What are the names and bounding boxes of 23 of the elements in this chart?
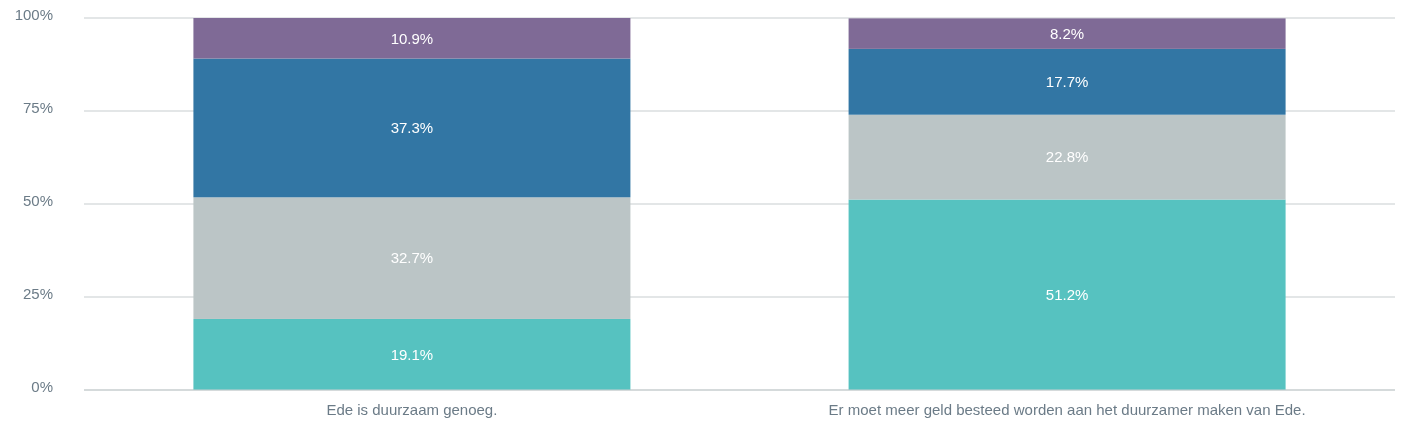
x-tick-label: Er moet meer geld besteed worden aan het duurzamer maken van Ede. [828,401,1306,418]
data-label: 22.8% [1045,148,1089,166]
data-label: 10.9% [390,29,434,47]
bar [193,58,631,198]
bar [848,18,1286,49]
bar [848,114,1286,200]
data-label: 37.3% [390,119,434,137]
bar [848,48,1286,115]
bar [848,199,1286,390]
y-tick-label: 0% [31,377,53,395]
y-tick-label: 25% [22,284,53,302]
data-label: 51.2% [1045,286,1089,304]
y-tick-label: 75% [22,98,53,116]
data-label: 19.1% [390,345,434,363]
y-tick-label: 50% [22,191,53,209]
x-tick-label: Ede is duurzaam genoeg. [326,401,498,418]
data-label: 17.7% [1045,73,1089,91]
data-label: 8.2% [1049,24,1085,42]
data-label: 32.7% [390,249,434,267]
bar [193,318,631,390]
bar [193,197,631,319]
bar [193,18,631,59]
y-tick-label: 100% [14,5,53,23]
